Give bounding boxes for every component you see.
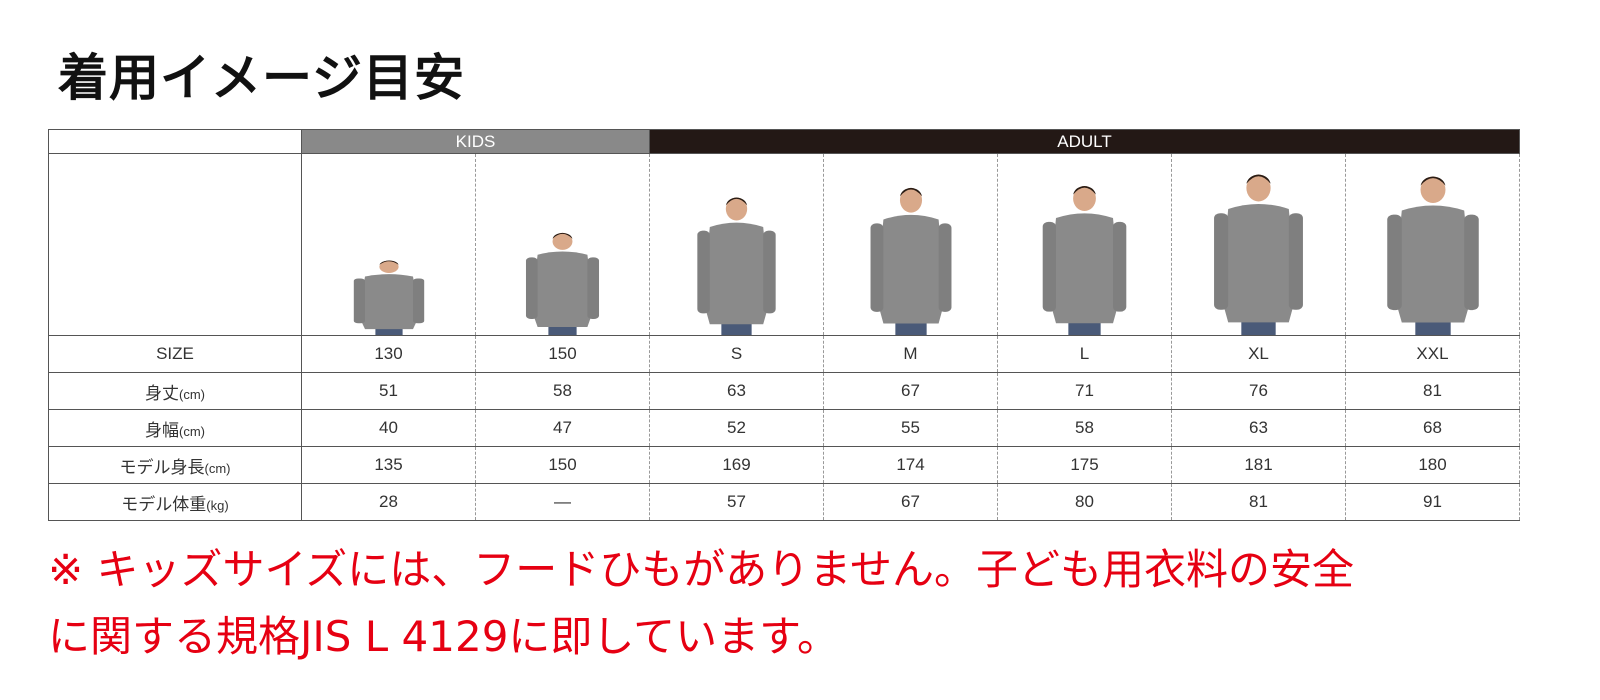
model-figure-icon bbox=[1214, 174, 1303, 335]
table-cell: S bbox=[649, 335, 824, 373]
model-photo-XL bbox=[1171, 153, 1346, 336]
table-cell: XL bbox=[1171, 335, 1346, 373]
table-cell: 174 bbox=[823, 446, 998, 484]
table-cell: 47 bbox=[475, 409, 650, 447]
table-cell: 57 bbox=[649, 483, 824, 521]
table-cell: 175 bbox=[997, 446, 1172, 484]
table-cell: 67 bbox=[823, 372, 998, 410]
model-photo-XXL bbox=[1345, 153, 1520, 336]
table-cell: 40 bbox=[301, 409, 476, 447]
table-cell: 68 bbox=[1345, 409, 1520, 447]
table-cell: 181 bbox=[1171, 446, 1346, 484]
row-label: モデル身長(cm) bbox=[48, 446, 302, 484]
table-cell: 55 bbox=[823, 409, 998, 447]
row-unit: (kg) bbox=[206, 497, 229, 513]
table-cell: 180 bbox=[1345, 446, 1520, 484]
table-cell: 58 bbox=[475, 372, 650, 410]
table-cell: 71 bbox=[997, 372, 1172, 410]
table-cell: 63 bbox=[649, 372, 824, 410]
kids-header: KIDS bbox=[301, 129, 650, 154]
page-title: 着用イメージ目安 bbox=[58, 49, 465, 107]
row-label: モデル体重(kg) bbox=[48, 483, 302, 521]
size-chart-table: KIDS ADULT bbox=[48, 129, 1520, 521]
table-row: 身丈(cm) 51 58 63 67 71 76 81 bbox=[48, 372, 1520, 410]
table-row: モデル身長(cm) 135 150 169 174 175 181 180 bbox=[48, 446, 1520, 484]
model-figure-icon bbox=[525, 232, 600, 335]
row-label-text: 身丈 bbox=[145, 383, 179, 403]
model-figure-icon bbox=[353, 260, 424, 335]
row-label-text: 身幅 bbox=[145, 420, 179, 440]
model-figure-icon bbox=[1386, 176, 1479, 335]
table-cell: 81 bbox=[1345, 372, 1520, 410]
row-label-text: モデル身長 bbox=[119, 457, 205, 477]
note-line-1: ※ キッズサイズには、フードひもがありません。子ども用衣料の安全 bbox=[48, 545, 1355, 594]
note-line-2: に関する規格JIS L 4129に即しています。 bbox=[48, 612, 839, 661]
model-figure-icon bbox=[697, 197, 776, 335]
table-cell: 58 bbox=[997, 409, 1172, 447]
table-cell: 52 bbox=[649, 409, 824, 447]
table-row: モデル体重(kg) 28—57 67 80 81 91 bbox=[48, 483, 1520, 521]
row-label-text: SIZE bbox=[156, 344, 194, 363]
row-label-text: モデル体重 bbox=[121, 494, 207, 514]
model-photo-L bbox=[997, 153, 1172, 336]
model-figure-icon bbox=[1042, 186, 1127, 335]
table-cell: M bbox=[823, 335, 998, 373]
table-cell: 150 bbox=[475, 335, 650, 373]
model-photo-130 bbox=[301, 153, 476, 336]
table-cell: XXL bbox=[1345, 335, 1520, 373]
model-photo-S bbox=[649, 153, 824, 336]
table-cell: 76 bbox=[1171, 372, 1346, 410]
table-row: 身幅(cm) 40 47 52 55 58 63 68 bbox=[48, 409, 1520, 447]
row-label: 身丈(cm) bbox=[48, 372, 302, 410]
row-label: 身幅(cm) bbox=[48, 409, 302, 447]
table-cell: — bbox=[475, 483, 650, 521]
table-cell: 150 bbox=[475, 446, 650, 484]
row-unit: (cm) bbox=[204, 460, 231, 476]
table-cell: 67 bbox=[823, 483, 998, 521]
model-image-row bbox=[48, 153, 1520, 336]
row-label: SIZE bbox=[48, 335, 302, 373]
table-cell: 81 bbox=[1171, 483, 1346, 521]
table-cell: 135 bbox=[301, 446, 476, 484]
kids-drawstring-note: ※ キッズサイズには、フードひもがありません。子ども用衣料の安全 に関する規格J… bbox=[48, 536, 1568, 670]
table-row: SIZE 130 150 S M L XL XXL bbox=[48, 335, 1520, 373]
table-cell: 130 bbox=[301, 335, 476, 373]
row-unit: (cm) bbox=[179, 386, 205, 402]
table-cell: 28 bbox=[301, 483, 476, 521]
group-header-row: KIDS ADULT bbox=[48, 129, 1520, 154]
table-cell: 80 bbox=[997, 483, 1172, 521]
row-unit: (cm) bbox=[179, 423, 205, 439]
table-cell: 91 bbox=[1345, 483, 1520, 521]
model-photo-150 bbox=[475, 153, 650, 336]
table-cell: 169 bbox=[649, 446, 824, 484]
corner-cell bbox=[48, 129, 302, 154]
table-cell: 51 bbox=[301, 372, 476, 410]
adult-header: ADULT bbox=[649, 129, 1520, 154]
model-figure-icon bbox=[870, 187, 951, 335]
image-label-cell bbox=[48, 153, 302, 336]
model-photo-M bbox=[823, 153, 998, 336]
table-cell: L bbox=[997, 335, 1172, 373]
table-cell: 63 bbox=[1171, 409, 1346, 447]
